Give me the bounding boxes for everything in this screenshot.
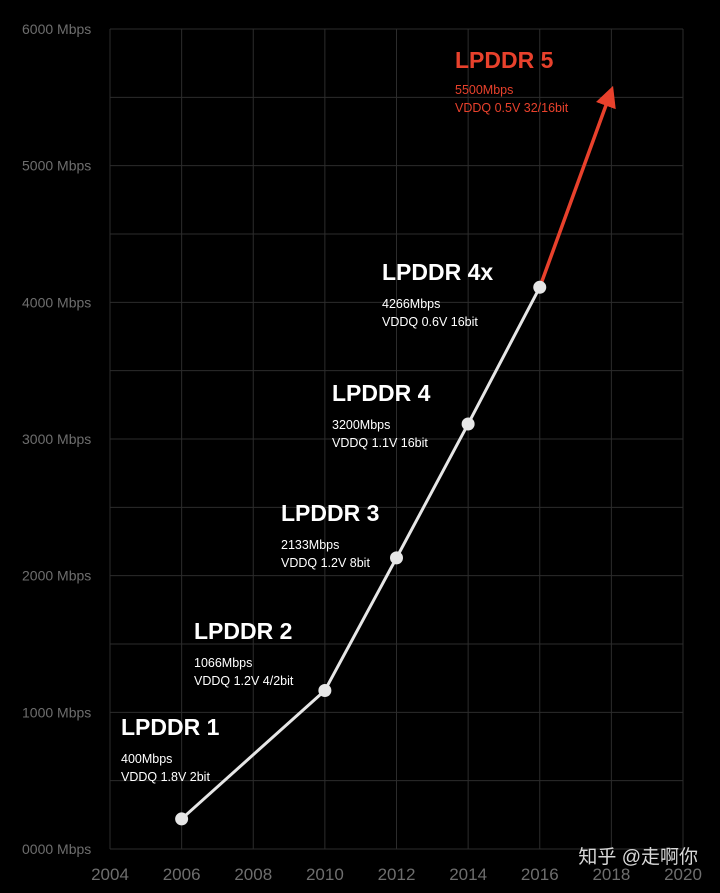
projection-arrow (538, 85, 616, 288)
y-tick-label: 4000 Mbps (22, 294, 91, 310)
y-tick-label: 2000 Mbps (22, 568, 91, 584)
annotations: LPDDR 1 400Mbps VDDQ 1.8V 2bit LPDDR 2 1066M… (121, 47, 569, 784)
point-label-spec: VDDQ 1.2V 8bit (281, 556, 370, 570)
y-tick-label: 3000 Mbps (22, 431, 91, 447)
point-label-name: LPDDR 2 (194, 618, 292, 644)
y-tick-label: 5000 Mbps (22, 158, 91, 174)
point-label-spec: VDDQ 1.1V 16bit (332, 436, 428, 450)
point-label-spec: VDDQ 1.8V 2bit (121, 770, 210, 784)
series (175, 85, 616, 826)
projection-label-rate: 5500Mbps (455, 83, 513, 97)
grid (109, 28, 684, 850)
series-line (180, 286, 542, 821)
point-label-name: LPDDR 4x (382, 259, 493, 285)
data-point (318, 683, 332, 697)
x-tick-label: 2008 (234, 865, 272, 884)
watermark: 知乎 @走啊你 (578, 846, 698, 868)
x-tick-label: 2010 (306, 865, 344, 884)
axes: 2004 2006 2008 2010 2012 2014 2016 2018 2020 0000… (22, 21, 702, 884)
x-tick-label: 2004 (91, 865, 129, 884)
point-label-rate: 4266Mbps (382, 297, 440, 311)
point-label-name: LPDDR 1 (121, 714, 220, 740)
point-label-rate: 3200Mbps (332, 418, 390, 432)
y-tick-label: 6000 Mbps (22, 21, 91, 37)
x-tick-label: 2012 (378, 865, 416, 884)
point-label-rate: 2133Mbps (281, 538, 339, 552)
point-label-name: LPDDR 3 (281, 500, 379, 526)
data-point (461, 417, 475, 431)
y-tick-label: 1000 Mbps (22, 704, 91, 720)
x-tick-label: 2020 (664, 865, 702, 884)
projection-label-spec: VDDQ 0.5V 32/16bit (455, 101, 569, 115)
projection-label-name: LPDDR 5 (455, 47, 554, 73)
point-label-rate: 1066Mbps (194, 656, 252, 670)
point-label-spec: VDDQ 0.6V 16bit (382, 315, 478, 329)
x-tick-label: 2006 (163, 865, 201, 884)
point-label-spec: VDDQ 1.2V 4/2bit (194, 674, 294, 688)
data-point (175, 812, 189, 826)
x-tick-label: 2016 (521, 865, 559, 884)
point-label-rate: 400Mbps (121, 752, 172, 766)
data-point (533, 280, 547, 294)
point-label-name: LPDDR 4 (332, 380, 431, 406)
x-tick-label: 2014 (449, 865, 487, 884)
y-tick-label: 0000 Mbps (22, 841, 91, 857)
x-tick-label: 2018 (592, 865, 630, 884)
data-point (390, 551, 403, 565)
